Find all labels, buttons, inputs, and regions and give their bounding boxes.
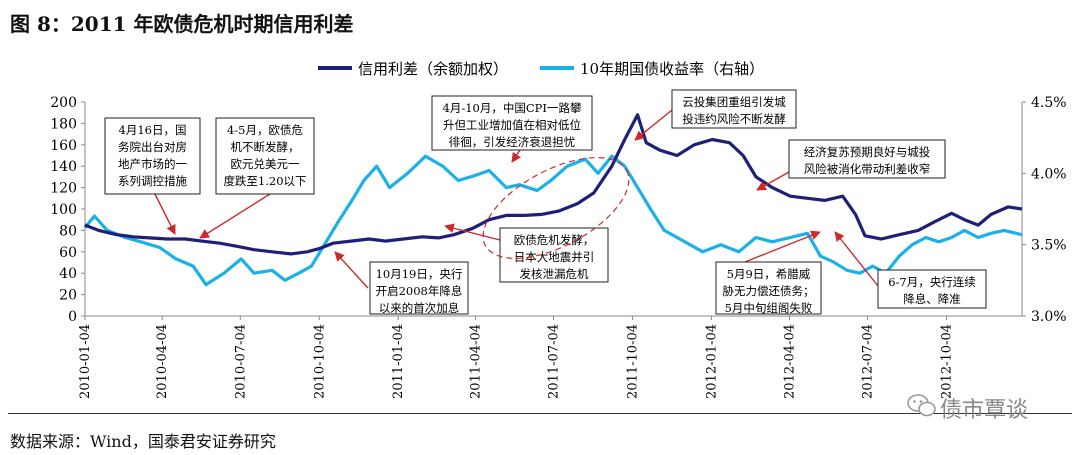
right-axis-ticks: 3.0% 3.5% 4.0% 4.5%	[1022, 95, 1067, 325]
annotation-box	[715, 261, 822, 315]
left-tick-label: 60	[59, 245, 77, 261]
annotation-box	[431, 95, 593, 151]
left-tick-label: 20	[59, 288, 77, 304]
annotation-arrow	[444, 223, 501, 241]
annotation-box	[215, 117, 315, 195]
annotation-text: 发核泄漏危机	[520, 267, 589, 281]
highlight-ellipse	[482, 157, 630, 259]
footer-divider	[8, 413, 1072, 414]
left-axis-ticks: 0 20 40 60 80 100 120 140 160 180 200	[50, 95, 85, 325]
annotation-text: 机不断发酵，	[231, 140, 300, 154]
annotation-text: 4月16日，国	[119, 123, 187, 137]
annotation-arrow	[199, 193, 271, 239]
annotation-text: 欧债危机发酵，	[514, 233, 595, 247]
x-tick-label: 2011-07-04	[547, 324, 562, 399]
annotation-text: 以来的首次加息	[379, 301, 460, 315]
x-tick-label: 2010-07-04	[233, 324, 248, 399]
annotation-arrow	[154, 193, 176, 235]
left-tick-label: 80	[59, 223, 77, 239]
annotation-box	[499, 227, 609, 283]
left-tick-label: 100	[50, 202, 77, 218]
annotation-text: 投违约风险不断发酵	[682, 112, 786, 126]
annotation-arrow	[756, 171, 790, 191]
annotation-text: 日本大地震并引	[514, 250, 595, 264]
credit-spread-chart: 信用利差（余额加权） 10年期国债收益率（右轴） 0 20 40 60 80 100 120 1…	[50, 60, 1067, 399]
annotation-text: 地产市场的一	[118, 157, 187, 171]
x-tick-label: 2010-01-04	[78, 324, 93, 399]
right-tick-label: 4.0%	[1031, 166, 1067, 182]
annotation-text: 6-7月，央行连续	[888, 275, 976, 289]
x-tick-label: 2011-10-04	[625, 324, 640, 399]
x-tick-label: 2012-01-04	[704, 324, 719, 399]
annotation-text: 5月中旬组阁失败	[725, 301, 813, 315]
left-tick-label: 120	[50, 181, 77, 197]
annotation-text: 经济复苏预期良好与城投	[804, 145, 931, 159]
annotation-text: 徘徊，引发经济衰退担忧	[449, 135, 576, 149]
annotation-text: 开启2008年降息	[376, 284, 463, 298]
annotation-text: 度跌至1.20以下	[223, 174, 306, 188]
right-tick-label: 4.5%	[1031, 95, 1067, 111]
annotation-arrow	[511, 149, 521, 163]
left-tick-label: 200	[50, 95, 77, 111]
annotation-text: 务院出台对房	[118, 140, 187, 154]
watermark: 债市覃谈	[940, 398, 1029, 423]
data-source: 数据来源：Wind，国泰君安证券研究	[10, 432, 276, 451]
x-tick-label: 2010-10-04	[312, 324, 327, 399]
x-tick-label: 2012-07-04	[861, 324, 876, 399]
annotation-text: 系列调控措施	[118, 174, 187, 188]
legend-label: 10年期国债收益率（右轴）	[580, 60, 764, 78]
chart-legend: 信用利差（余额加权） 10年期国债收益率（右轴）	[318, 60, 764, 78]
x-axis-ticks: 2010-01-04 2010-04-04 2010-07-04 2010-10-04…	[78, 316, 954, 399]
credit-spread-line	[84, 113, 1023, 256]
annotation-arrow	[334, 251, 369, 289]
left-tick-label: 40	[59, 266, 77, 282]
left-tick-label: 140	[50, 159, 77, 175]
treasury-yield-line	[83, 154, 1023, 287]
annotation-text: 欧元兑美元一	[231, 157, 300, 171]
x-tick-label: 2011-04-04	[468, 324, 483, 399]
legend-label: 信用利差（余额加权）	[358, 60, 508, 78]
annotation-text: 4-5月，欧债危	[227, 123, 304, 137]
chart-series	[83, 113, 1023, 287]
annotation-text: 10月19日，央行	[376, 267, 463, 281]
right-tick-label: 3.0%	[1031, 309, 1067, 325]
annotation-box	[877, 269, 987, 309]
annotation-arrow	[834, 231, 879, 287]
x-tick-label: 2012-04-04	[782, 324, 797, 399]
annotation-text: 降息、降准	[903, 292, 961, 306]
annotation-box	[671, 89, 797, 129]
right-tick-label: 3.5%	[1031, 238, 1067, 254]
annotation-text: 5月9日，希腊威	[727, 267, 811, 281]
annotation-arrow	[744, 230, 821, 263]
annotation-text: 风险被消化带动利差收窄	[804, 162, 931, 176]
annotation-text: 云投集团重组引发城	[682, 95, 786, 109]
x-tick-label: 2010-04-04	[155, 324, 170, 399]
x-tick-label: 2011-01-04	[391, 324, 406, 399]
left-tick-label: 180	[50, 116, 77, 132]
annotation-arrow	[634, 109, 673, 141]
left-tick-label: 160	[50, 138, 77, 154]
annotation-box	[788, 139, 946, 179]
annotation-box	[104, 117, 201, 195]
annotation-text: 4月-10月，中国CPI一路攀	[443, 101, 582, 115]
annotation-text: 升但工业增加值在相对低位	[443, 118, 581, 132]
x-tick-label: 2012-10-04	[939, 324, 954, 399]
figure-title: 图 8：2011 年欧债危机时期信用利差	[10, 12, 354, 36]
annotation-text: 胁无力偿还债务；	[723, 284, 815, 298]
left-tick-label: 0	[68, 309, 77, 325]
annotation-box	[369, 261, 469, 315]
wechat-icon	[907, 394, 936, 417]
